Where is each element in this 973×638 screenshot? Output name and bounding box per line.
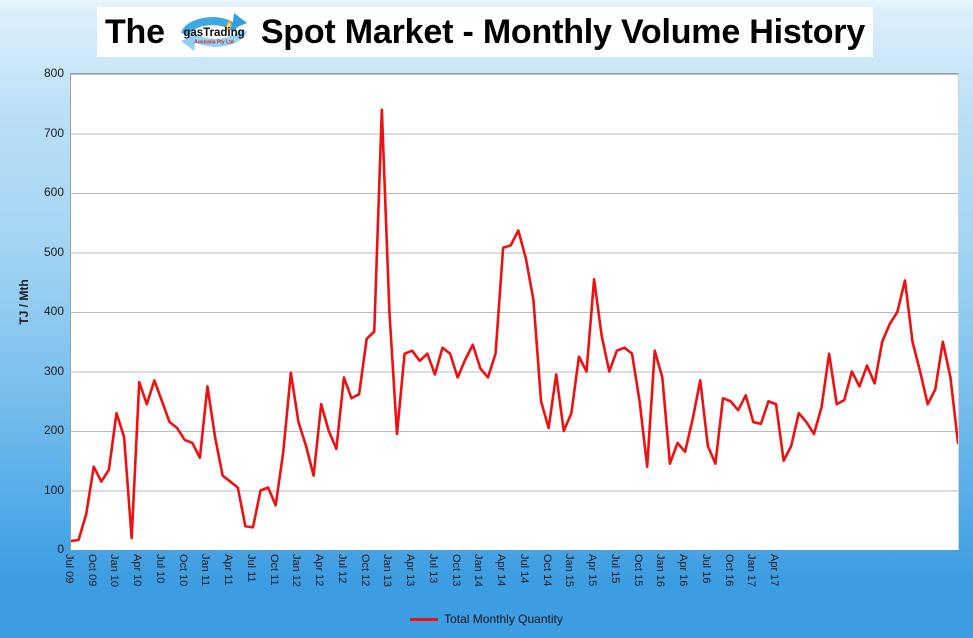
y-tick-label: 400 bbox=[43, 304, 64, 318]
x-tick-mark bbox=[160, 552, 162, 557]
legend-label: Total Monthly Quantity bbox=[444, 612, 563, 626]
x-tick-mark bbox=[138, 552, 140, 557]
chart-title-band: The gasTrading Australia Pty Ltd Spot Ma… bbox=[97, 7, 873, 57]
series-total-monthly-quantity bbox=[71, 108, 958, 543]
x-tick-label: Oct 09 bbox=[85, 554, 98, 587]
x-tick-mark bbox=[183, 552, 185, 557]
x-tick-mark bbox=[615, 552, 617, 557]
x-tick-mark bbox=[320, 552, 322, 557]
y-axis-labels: 800 700 600 500 400 300 200 100 0 bbox=[14, 66, 64, 556]
x-tick-mark bbox=[661, 552, 663, 557]
x-tick-mark bbox=[297, 552, 299, 557]
y-tick-label: 300 bbox=[43, 363, 64, 378]
x-tick-mark bbox=[274, 552, 276, 557]
x-tick-mark bbox=[729, 552, 731, 557]
x-tick-label: Jan 17 bbox=[745, 554, 758, 588]
x-tick-mark bbox=[502, 552, 504, 557]
y-tick-label: 100 bbox=[43, 482, 64, 497]
x-tick-label: Apr 15 bbox=[586, 554, 599, 587]
x-tick-label: Jul 15 bbox=[608, 554, 621, 584]
x-tick-label: Oct 13 bbox=[449, 554, 462, 587]
x-tick-mark bbox=[570, 552, 572, 557]
x-tick-label: Jan 16 bbox=[654, 554, 667, 588]
x-tick-mark bbox=[229, 552, 231, 557]
x-tick-mark bbox=[365, 552, 367, 557]
x-tick-label: Jul 10 bbox=[153, 554, 166, 584]
x-tick-label: Jul 12 bbox=[335, 554, 348, 584]
y-tick-label: 0 bbox=[57, 542, 64, 556]
x-tick-mark bbox=[547, 552, 549, 557]
y-tick-label: 800 bbox=[43, 66, 64, 80]
x-tick-mark bbox=[752, 552, 754, 557]
x-tick-label: Jul 14 bbox=[517, 554, 530, 584]
x-tick-label: Jul 11 bbox=[244, 554, 257, 583]
x-tick-label: Jan 12 bbox=[290, 554, 303, 588]
x-tick-label: Apr 10 bbox=[131, 554, 144, 587]
x-tick-mark bbox=[775, 552, 777, 557]
x-tick-label: Jan 11 bbox=[199, 554, 212, 587]
x-tick-label: Jan 14 bbox=[472, 554, 485, 588]
x-tick-label: Apr 11 bbox=[222, 554, 235, 586]
x-tick-mark bbox=[115, 552, 117, 557]
x-tick-mark bbox=[342, 552, 344, 557]
x-tick-mark bbox=[479, 552, 481, 557]
y-tick-label: 200 bbox=[43, 423, 64, 437]
x-tick-label: Jul 16 bbox=[699, 554, 712, 584]
svg-text:Australia Pty Ltd: Australia Pty Ltd bbox=[194, 40, 234, 46]
title-prefix: The bbox=[104, 13, 165, 51]
x-tick-mark bbox=[92, 552, 94, 557]
x-tick-label: Jan 10 bbox=[108, 554, 121, 588]
gastrading-logo: gasTrading Australia Pty Ltd bbox=[171, 9, 257, 55]
x-tick-label: Oct 15 bbox=[631, 554, 644, 587]
x-tick-label: Oct 11 bbox=[267, 554, 280, 586]
x-tick-mark bbox=[70, 552, 71, 557]
x-tick-label: Jul 09 bbox=[63, 554, 75, 584]
x-tick-mark bbox=[433, 552, 435, 557]
x-tick-mark bbox=[411, 552, 413, 557]
x-tick-label: Jan 13 bbox=[381, 554, 394, 588]
x-tick-mark bbox=[206, 552, 208, 557]
plot-area bbox=[70, 73, 959, 550]
svg-text:gasTrading: gasTrading bbox=[183, 27, 244, 39]
x-tick-mark bbox=[706, 552, 708, 557]
x-tick-label: Oct 16 bbox=[722, 554, 735, 587]
x-tick-mark bbox=[684, 552, 686, 557]
x-tick-label: Oct 14 bbox=[540, 554, 553, 587]
y-tick-label: 500 bbox=[43, 244, 64, 259]
legend-swatch-total-monthly-quantity bbox=[410, 617, 439, 621]
x-tick-label: Apr 13 bbox=[404, 554, 417, 587]
x-tick-mark bbox=[638, 552, 640, 557]
x-tick-label: Apr 16 bbox=[677, 554, 690, 587]
x-tick-label: Oct 10 bbox=[176, 554, 189, 587]
chart-legend: Total Monthly Quantity bbox=[0, 612, 973, 626]
x-axis-labels: Jul 09 Oct 09 Jan 10 Apr 10 Jul 10 Oct 10 Jan … bbox=[63, 552, 957, 608]
y-tick-label: 700 bbox=[43, 125, 64, 140]
title-suffix: Spot Market - Monthly Volume History bbox=[260, 13, 866, 51]
y-tick-label: 600 bbox=[43, 185, 64, 199]
x-tick-label: Apr 12 bbox=[313, 554, 326, 587]
gridlines bbox=[71, 74, 958, 492]
x-tick-label: Apr 17 bbox=[768, 554, 781, 587]
x-tick-label: Jul 13 bbox=[426, 554, 439, 584]
x-tick-mark bbox=[456, 552, 458, 557]
x-tick-mark bbox=[388, 552, 390, 557]
x-tick-label: Apr 14 bbox=[495, 554, 508, 587]
x-tick-mark bbox=[593, 552, 595, 557]
x-tick-mark bbox=[251, 552, 253, 557]
x-tick-mark bbox=[524, 552, 526, 557]
x-tick-label: Oct 12 bbox=[358, 554, 371, 587]
x-tick-label: Jan 15 bbox=[563, 554, 576, 588]
